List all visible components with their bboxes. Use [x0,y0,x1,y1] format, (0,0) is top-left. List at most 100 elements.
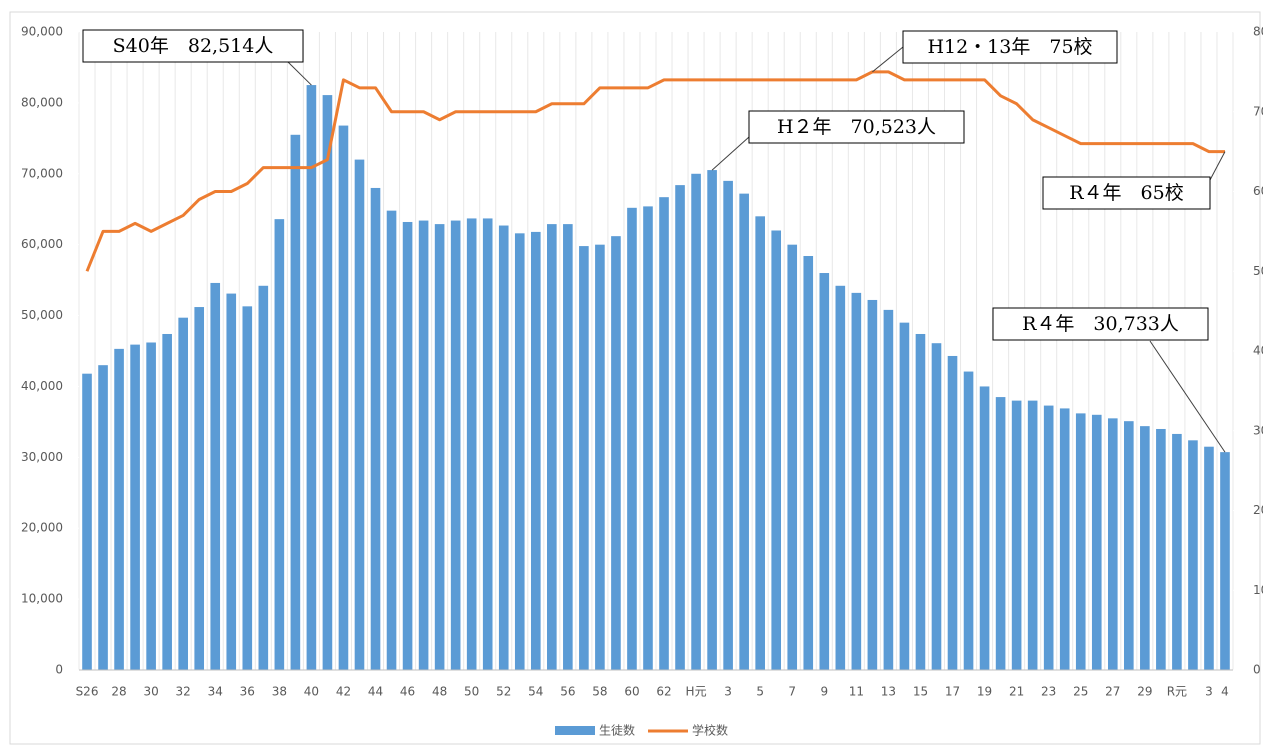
bar [114,348,124,670]
bar [867,299,878,670]
x-tick-label: 21 [1009,685,1024,699]
bar [1059,408,1070,670]
leader-line [872,46,904,73]
x-tick-label: 36 [240,685,255,699]
bar [274,219,285,670]
x-tick-label: 42 [336,685,351,699]
x-tick-label: 56 [560,685,575,699]
bar [290,134,301,671]
chart-border [9,11,1261,745]
leader-line [1149,340,1226,453]
bar [322,95,333,670]
y2-tick-label: 20 [1253,503,1263,517]
bar [1140,426,1150,670]
bar [1156,428,1166,670]
bar [1027,400,1038,670]
x-tick-label: 32 [176,685,191,699]
x-tick-label: 3 [724,685,732,699]
y-tick-label: 0 [55,663,63,677]
x-tick-label: 15 [913,685,928,699]
x-tick-label: R元 [1167,685,1187,699]
line-series [85,70,1225,272]
y-tick-label: 30,000 [21,450,63,464]
bar [418,220,429,670]
y2-tick-label: 70 [1253,104,1263,118]
x-tick-label: S26 [76,685,99,699]
x-tick-label: H元 [686,685,707,699]
annotation-box [992,307,1209,341]
x-tick-label: 11 [849,685,864,699]
x-tick-label: 5 [756,685,764,699]
x-tick-label: 40 [304,685,319,699]
bar [354,159,365,670]
bar [1204,446,1214,670]
leader-line [287,61,312,86]
bar [835,285,846,670]
bar [659,197,669,670]
bar [1172,433,1182,670]
bar [242,306,253,670]
bar [178,317,188,670]
bar [739,193,749,671]
x-tick-label: 4 [1221,685,1229,699]
x-tick-label: 38 [272,685,287,699]
bar [627,207,637,670]
bar [787,244,798,670]
annotation: R４年 65校 [1069,182,1183,204]
bar [1107,418,1118,670]
y-tick-label: 90,000 [21,25,63,39]
bar [338,125,349,670]
x-tick-label: 44 [368,685,383,699]
bar [162,333,172,670]
bar [498,225,509,670]
bar [675,185,685,670]
bar [611,236,621,670]
bar [402,221,413,670]
bar [883,309,894,670]
bar [595,244,605,670]
annotation: H12・13年 75校 [927,36,1092,58]
bar [579,246,589,670]
x-tick-label: 34 [208,685,223,699]
leader-line [711,136,750,171]
bar [771,230,782,670]
bar [258,285,269,670]
x-tick-label: 25 [1073,685,1088,699]
bar [370,187,381,670]
x-tick-label: 58 [592,685,607,699]
y-tick-label: 50,000 [21,308,63,322]
bar [530,231,541,670]
bar [915,333,926,670]
bar [643,206,653,671]
y-tick-label: 10,000 [21,592,63,606]
annotation-box [1042,176,1211,210]
bar [899,322,910,670]
x-tick-label: 27 [1105,685,1120,699]
bar [82,373,92,670]
bar [755,216,765,671]
x-tick-label: 54 [528,685,543,699]
y-tick-label: 70,000 [21,166,63,180]
legend-label: 生徒数 [599,723,635,738]
x-tick-label: 62 [656,685,671,699]
bar [1220,452,1230,670]
annotation: S40年 82,514人 [113,35,274,57]
bar [98,365,108,670]
x-tick-label: 13 [881,685,896,699]
x-tick-label: 9 [820,685,828,699]
bar [995,397,1006,670]
bar [707,170,717,670]
y-tick-label: 20,000 [21,521,63,535]
bar [979,386,990,670]
annotation-box [748,110,965,144]
x-tick-label: 19 [977,685,992,699]
bar [1075,413,1086,670]
x-tick-label: 28 [111,685,126,699]
bar [547,224,557,670]
annotation: R４年 30,733人 [1022,313,1179,335]
y-tick-label: 60,000 [21,237,63,251]
bar [194,307,205,670]
bar [514,233,525,670]
x-tick-label: 30 [143,685,158,699]
annotation: H２年 70,523人 [777,116,936,138]
